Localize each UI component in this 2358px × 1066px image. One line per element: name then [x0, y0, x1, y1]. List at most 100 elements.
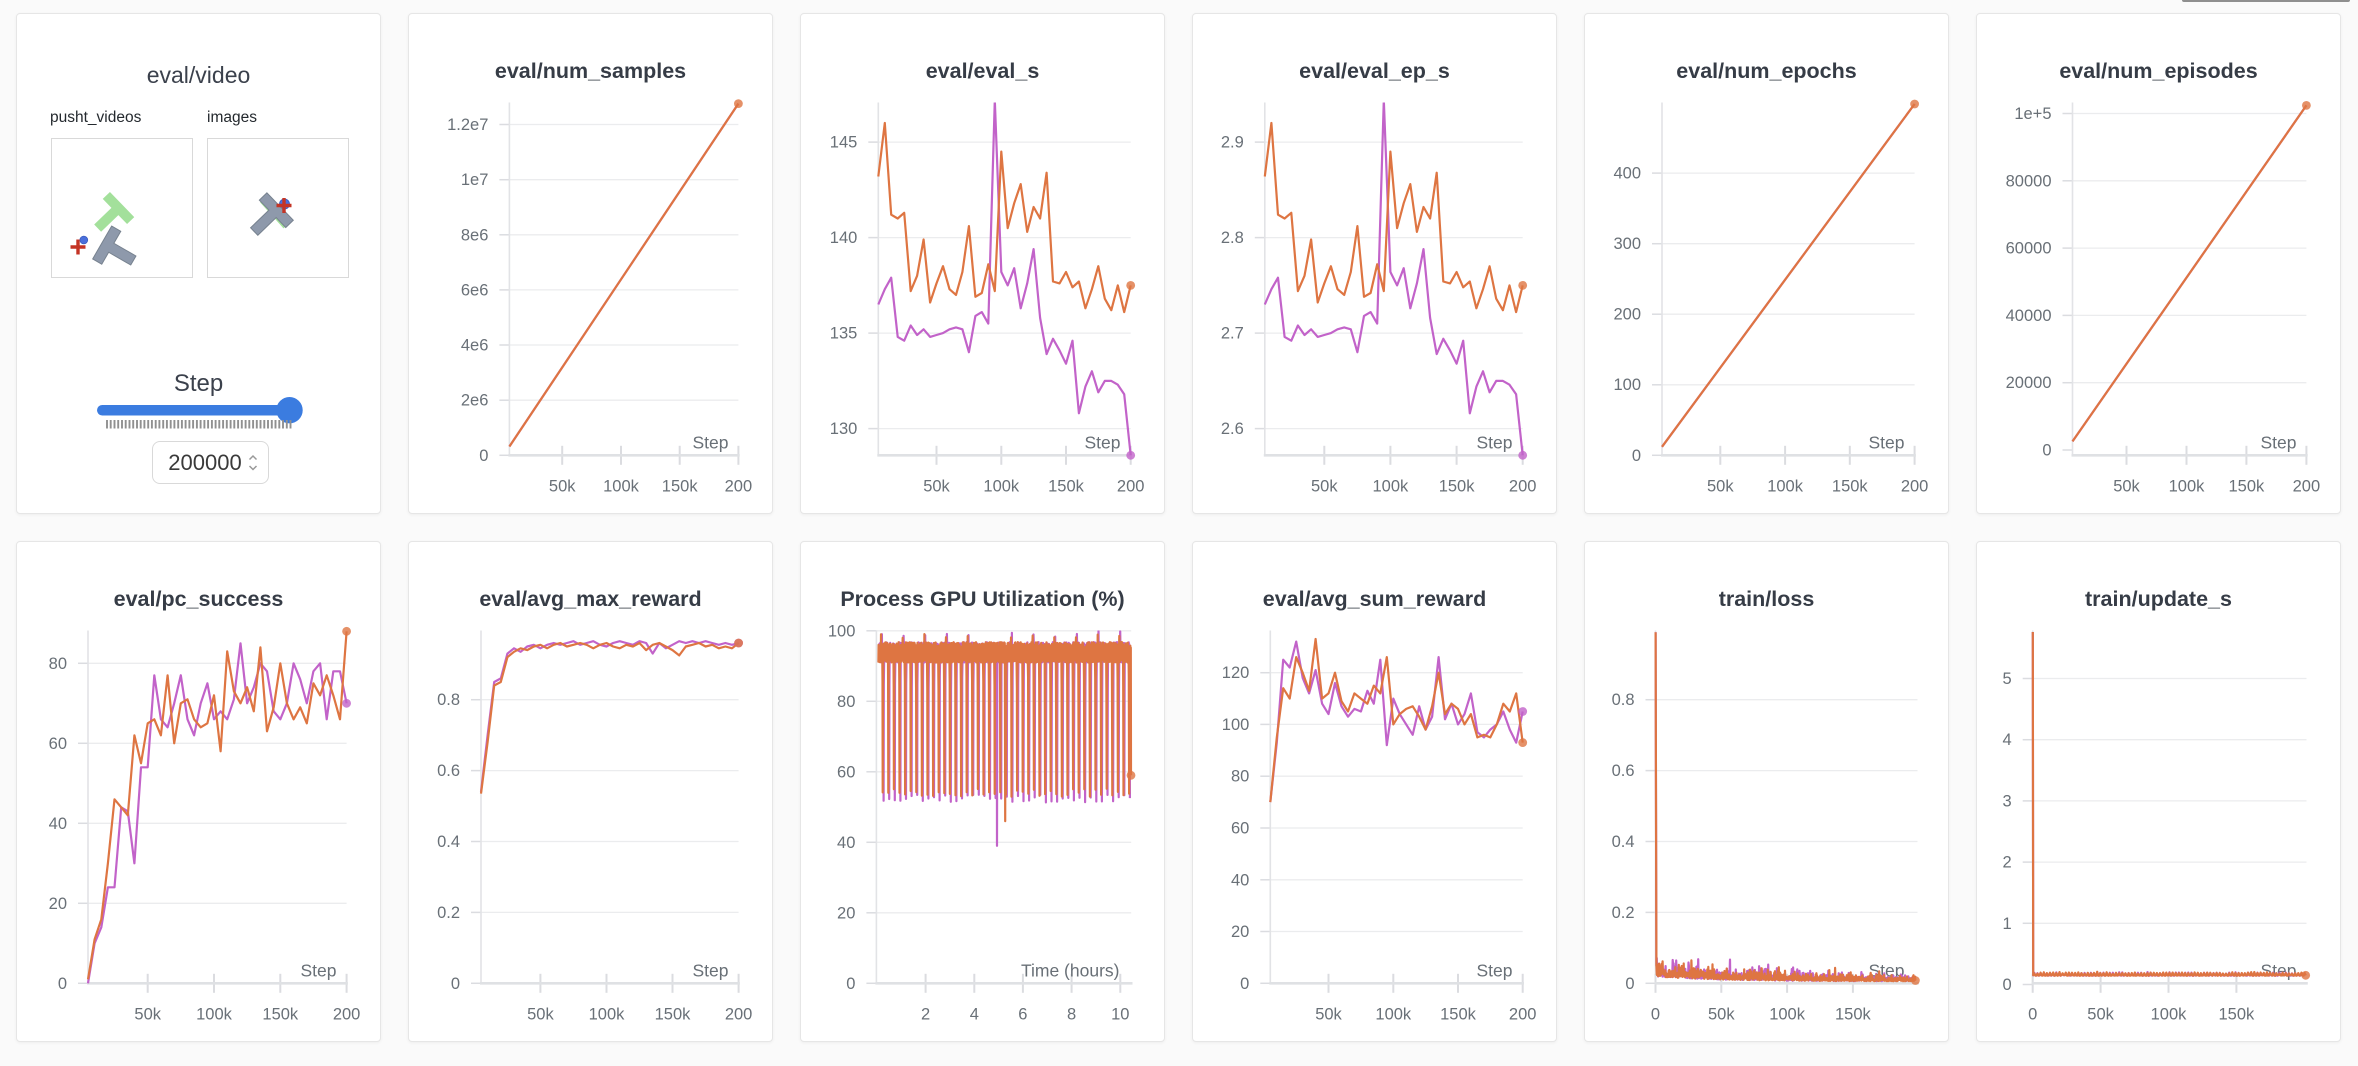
svg-text:2.7: 2.7 — [1221, 325, 1244, 343]
svg-text:135: 135 — [830, 325, 858, 343]
svg-text:300: 300 — [1613, 235, 1641, 253]
svg-text:0.6: 0.6 — [437, 762, 460, 780]
svg-text:80: 80 — [1231, 768, 1249, 786]
svg-text:Step: Step — [693, 432, 729, 452]
svg-text:0: 0 — [2042, 442, 2051, 460]
svg-text:4: 4 — [970, 1005, 979, 1023]
svg-text:1: 1 — [2003, 915, 2012, 933]
svg-text:0.8: 0.8 — [1612, 691, 1635, 709]
svg-text:150k: 150k — [262, 1005, 299, 1023]
svg-text:eval/num_samples: eval/num_samples — [495, 59, 686, 83]
svg-text:40: 40 — [837, 834, 855, 852]
svg-text:2.6: 2.6 — [1221, 420, 1244, 438]
svg-text:100k: 100k — [983, 477, 1020, 495]
svg-text:60: 60 — [837, 763, 855, 781]
svg-text:Step: Step — [1869, 432, 1905, 452]
svg-text:60: 60 — [1231, 820, 1249, 838]
svg-text:200: 200 — [333, 1005, 361, 1023]
svg-text:100: 100 — [1222, 716, 1250, 734]
svg-text:train/update_s: train/update_s — [2085, 587, 2232, 611]
svg-text:200: 200 — [2293, 477, 2321, 495]
svg-text:6: 6 — [1018, 1005, 1027, 1023]
svg-text:150k: 150k — [662, 477, 699, 495]
svg-text:eval/num_episodes: eval/num_episodes — [2059, 59, 2257, 83]
svg-text:10: 10 — [1111, 1005, 1129, 1023]
svg-text:0: 0 — [846, 975, 855, 993]
svg-text:50k: 50k — [549, 477, 576, 495]
svg-text:0.2: 0.2 — [1612, 904, 1635, 922]
svg-text:0.2: 0.2 — [437, 904, 460, 922]
svg-text:100: 100 — [1613, 376, 1641, 394]
svg-text:8: 8 — [1067, 1005, 1076, 1023]
svg-text:100k: 100k — [1373, 477, 1410, 495]
svg-text:Step: Step — [1477, 960, 1513, 980]
svg-text:40: 40 — [1231, 871, 1249, 889]
svg-text:100k: 100k — [2169, 477, 2206, 495]
svg-text:80000: 80000 — [2006, 172, 2052, 190]
svg-text:20: 20 — [1231, 923, 1249, 941]
svg-text:4: 4 — [2003, 731, 2012, 749]
svg-text:20: 20 — [49, 895, 67, 913]
svg-text:0: 0 — [1651, 1005, 1660, 1023]
svg-text:eval/pc_success: eval/pc_success — [114, 587, 284, 611]
svg-text:100k: 100k — [589, 1005, 626, 1023]
svg-text:0.8: 0.8 — [437, 691, 460, 709]
svg-text:50k: 50k — [1315, 1005, 1342, 1023]
svg-text:50k: 50k — [2087, 1005, 2114, 1023]
svg-text:40000: 40000 — [2006, 307, 2052, 325]
svg-text:20000: 20000 — [2006, 374, 2052, 392]
svg-text:0: 0 — [58, 975, 67, 993]
svg-text:20: 20 — [837, 904, 855, 922]
svg-text:Process GPU Utilization (%): Process GPU Utilization (%) — [840, 587, 1124, 611]
svg-text:0.4: 0.4 — [437, 833, 460, 851]
svg-text:100k: 100k — [603, 477, 640, 495]
svg-text:100k: 100k — [196, 1005, 233, 1023]
svg-text:200: 200 — [1117, 477, 1145, 495]
svg-text:Step: Step — [2261, 960, 2297, 980]
svg-text:150k: 150k — [1048, 477, 1085, 495]
svg-text:100k: 100k — [1767, 477, 1804, 495]
svg-text:5: 5 — [2003, 670, 2012, 688]
svg-text:0: 0 — [1632, 447, 1641, 465]
svg-text:200: 200 — [725, 477, 753, 495]
svg-text:40: 40 — [49, 815, 67, 833]
svg-text:Step: Step — [693, 960, 729, 980]
svg-text:50k: 50k — [1707, 477, 1734, 495]
svg-text:100k: 100k — [2151, 1005, 2188, 1023]
svg-text:150k: 150k — [655, 1005, 692, 1023]
svg-text:150k: 150k — [1439, 477, 1476, 495]
svg-text:50k: 50k — [527, 1005, 554, 1023]
svg-text:60000: 60000 — [2006, 240, 2052, 258]
svg-text:eval/eval_s: eval/eval_s — [926, 59, 1040, 83]
svg-text:150k: 150k — [1440, 1005, 1477, 1023]
svg-text:0: 0 — [1625, 975, 1634, 993]
svg-text:0: 0 — [2003, 976, 2012, 994]
svg-text:200: 200 — [1509, 477, 1537, 495]
svg-text:0.6: 0.6 — [1612, 762, 1635, 780]
svg-text:eval/avg_sum_reward: eval/avg_sum_reward — [1263, 587, 1487, 611]
svg-text:100k: 100k — [1375, 1005, 1412, 1023]
svg-text:150k: 150k — [1835, 1005, 1872, 1023]
svg-text:Time (hours): Time (hours) — [1021, 960, 1120, 980]
svg-text:150k: 150k — [2229, 477, 2266, 495]
svg-text:2: 2 — [2003, 854, 2012, 872]
svg-text:Step: Step — [301, 960, 337, 980]
svg-text:Step: Step — [1085, 432, 1121, 452]
svg-text:2e6: 2e6 — [461, 392, 489, 410]
svg-text:50k: 50k — [923, 477, 950, 495]
svg-text:80: 80 — [837, 693, 855, 711]
svg-text:eval/eval_ep_s: eval/eval_ep_s — [1299, 59, 1450, 83]
svg-text:4e6: 4e6 — [461, 337, 489, 355]
svg-text:150k: 150k — [1832, 477, 1869, 495]
svg-text:Step: Step — [2261, 432, 2297, 452]
svg-text:200: 200 — [725, 1005, 753, 1023]
svg-text:50k: 50k — [1311, 477, 1338, 495]
svg-text:train/loss: train/loss — [1719, 587, 1815, 611]
svg-text:eval/num_epochs: eval/num_epochs — [1676, 59, 1856, 83]
svg-text:50k: 50k — [1708, 1005, 1735, 1023]
svg-text:50k: 50k — [134, 1005, 161, 1023]
svg-text:130: 130 — [830, 420, 858, 438]
svg-text:1e+5: 1e+5 — [2014, 105, 2051, 123]
svg-text:200: 200 — [1509, 1005, 1537, 1023]
svg-text:0: 0 — [479, 447, 488, 465]
